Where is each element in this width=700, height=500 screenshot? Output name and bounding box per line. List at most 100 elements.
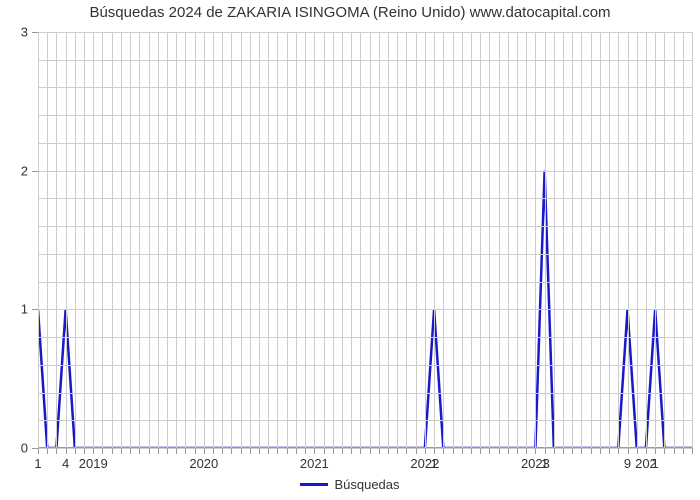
x-tick [508,448,509,454]
grid-line-h [38,171,692,172]
x-tick [370,448,371,454]
x-tick [664,448,665,454]
grid-line-v [167,32,168,448]
x-tick [517,448,518,454]
x-tick [563,448,564,454]
x-tick [388,448,389,454]
grid-line-v [185,32,186,448]
grid-line-v [609,32,610,448]
x-tick [462,448,463,454]
x-tick [406,448,407,454]
grid-line-h [38,282,692,283]
x-tick [480,448,481,454]
x-year-label: 2019 [79,456,108,471]
y-tick-label: 3 [21,25,28,40]
grid-line-v [204,32,205,448]
grid-line-v [425,32,426,448]
grid-line-h [38,393,692,394]
grid-line-v [526,32,527,448]
x-tick [683,448,684,454]
plot-area: 012320192020202120222023202141191 [38,32,692,448]
grid-line-v [591,32,592,448]
x-value-label: 1 [430,456,437,471]
grid-line-v [379,32,380,448]
grid-line-v [38,32,39,448]
grid-line-v [66,32,67,448]
x-value-label: 1 [541,456,548,471]
x-tick [443,448,444,454]
x-tick [47,448,48,454]
x-year-label: 2021 [300,456,329,471]
x-tick [250,448,251,454]
x-tick [554,448,555,454]
grid-line-v [388,32,389,448]
x-tick [628,448,629,454]
grid-line-v [287,32,288,448]
grid-line-v [545,32,546,448]
grid-line-v [259,32,260,448]
x-tick [222,448,223,454]
grid-line-v [535,32,536,448]
x-tick [416,448,417,454]
x-tick [93,448,94,454]
x-tick [241,448,242,454]
grid-line-v [112,32,113,448]
grid-line-v [406,32,407,448]
grid-line-v [618,32,619,448]
x-tick [692,448,693,454]
grid-line-h [38,365,692,366]
grid-line-v [360,32,361,448]
grid-line-v [637,32,638,448]
x-tick [572,448,573,454]
grid-line-h [38,32,692,33]
x-tick [167,448,168,454]
grid-line-v [600,32,601,448]
grid-line-v [47,32,48,448]
grid-line-v [397,32,398,448]
grid-line-v [296,32,297,448]
grid-line-v [93,32,94,448]
x-tick [342,448,343,454]
grid-line-v [277,32,278,448]
grid-line-v [434,32,435,448]
grid-line-v [222,32,223,448]
x-tick [213,448,214,454]
grid-line-h [38,420,692,421]
grid-line-h [38,115,692,116]
x-tick [38,448,39,454]
grid-line-v [102,32,103,448]
x-tick [646,448,647,454]
grid-line-v [581,32,582,448]
grid-line-h [38,226,692,227]
x-tick [176,448,177,454]
x-tick [305,448,306,454]
x-value-label: 4 [62,456,69,471]
grid-line-v [443,32,444,448]
data-line [38,32,692,448]
grid-line-v [130,32,131,448]
x-tick [121,448,122,454]
x-tick [185,448,186,454]
x-tick [637,448,638,454]
grid-line-v [342,32,343,448]
grid-line-v [333,32,334,448]
x-year-label: 2020 [189,456,218,471]
grid-line-v [554,32,555,448]
grid-line-v [517,32,518,448]
x-tick [84,448,85,454]
grid-line-v [462,32,463,448]
grid-line-h [38,337,692,338]
grid-line-v [692,32,693,448]
grid-line-v [370,32,371,448]
grid-line-v [241,32,242,448]
y-tick-label: 2 [21,163,28,178]
x-tick [397,448,398,454]
x-tick [56,448,57,454]
grid-line-h [38,198,692,199]
x-tick [296,448,297,454]
x-tick [277,448,278,454]
grid-line-v [314,32,315,448]
x-tick [139,448,140,454]
x-tick [425,448,426,454]
chart-container: { "chart": { "type": "line", "title": "B… [0,0,700,500]
